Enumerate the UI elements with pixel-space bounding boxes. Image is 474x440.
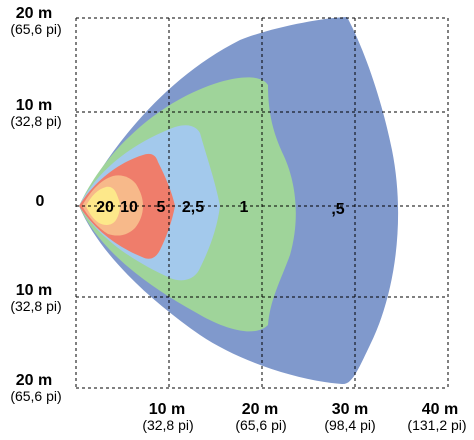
zone-label-10: 10 [120, 199, 138, 216]
y-label-10m-top: 10 m [16, 97, 52, 114]
y-label-10m-bottom: 10 m [16, 282, 52, 299]
y-label-20m-bottom: 20 m [16, 372, 52, 389]
x-label-20m: 20 m [242, 401, 278, 418]
y-sublabel-10m-top: (32,8 pi) [10, 113, 61, 129]
y-label-0: 0 [36, 193, 45, 210]
x-label-40m: 40 m [422, 401, 458, 418]
zone-label-5: 5 [157, 199, 166, 216]
y-sublabel-10m-bottom: (32,8 pi) [10, 298, 61, 314]
x-sublabel-30m: (98,4 pi) [324, 417, 375, 433]
y-sublabel-20m-top: (65,6 pi) [10, 21, 61, 37]
y-sublabel-20m-bottom: (65,6 pi) [10, 388, 61, 404]
x-sublabel-10m: (32,8 pi) [142, 417, 193, 433]
zone-label-20: 20 [96, 199, 114, 216]
zone-label-0-5: ,5 [331, 201, 344, 218]
x-sublabel-20m: (65,6 pi) [235, 417, 286, 433]
x-sublabel-40m: (131,2 pi) [407, 417, 466, 433]
x-label-30m: 30 m [332, 401, 368, 418]
x-label-10m: 10 m [149, 401, 185, 418]
y-label-20m-top: 20 m [16, 5, 52, 22]
zone-label-1: 1 [240, 199, 249, 216]
grid [75, 17, 449, 389]
zone-label-2-5: 2,5 [182, 199, 204, 216]
